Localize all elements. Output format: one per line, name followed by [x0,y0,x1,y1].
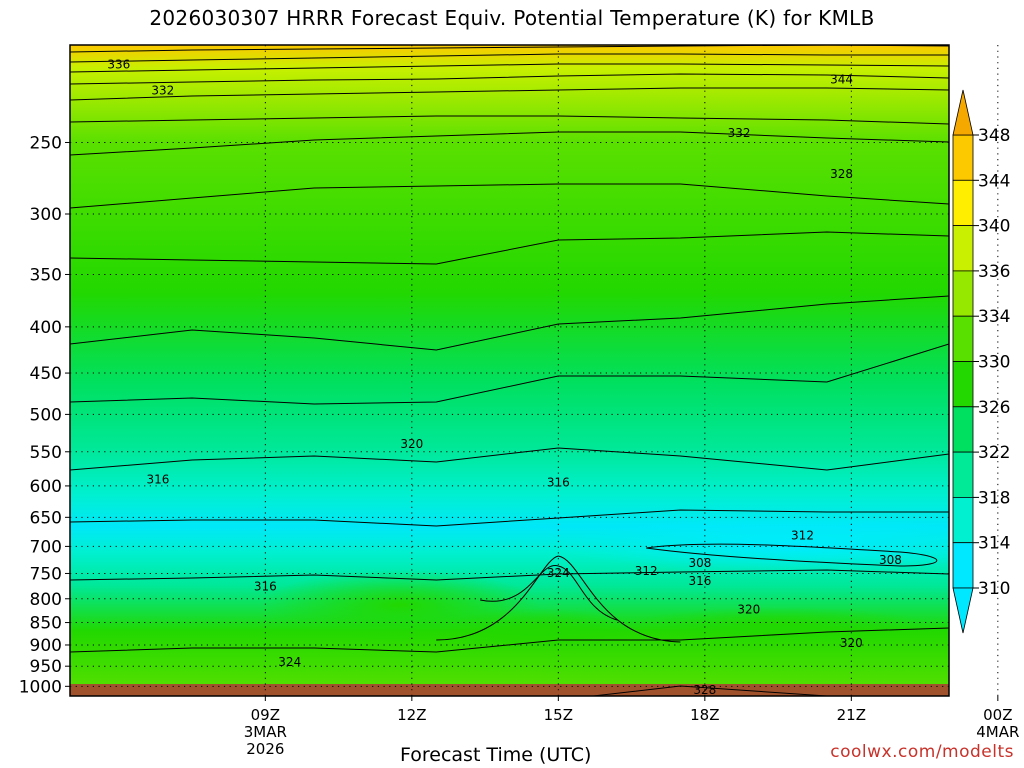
x-tick-label: 3MAR [244,723,287,741]
ground-bar [70,684,949,696]
contour-label: 308 [688,556,711,570]
contour-line [70,53,949,63]
contour-line [436,555,681,643]
theta-e-field [70,45,949,696]
contour-label: 328 [830,167,853,181]
colorbar-tick-label: 336 [978,262,1010,282]
colorbar-tick-label: 318 [978,488,1010,508]
credit-link[interactable]: coolwx.com/modelts [830,742,1014,762]
contour-line [70,131,949,156]
contour-line [70,569,949,581]
x-tick-label: 00Z [983,706,1012,724]
y-tick-label: 850 [30,614,62,634]
y-tick-label: 250 [30,133,62,153]
colorbar-tick-label: 344 [978,171,1010,191]
plot-frame [69,44,950,697]
colorbar-tick-label: 322 [978,443,1010,463]
colorbar-segment [952,406,974,453]
y-tick-label: 400 [30,318,62,338]
x-tick-label: 12Z [397,706,426,724]
contour-label: 324 [547,566,570,580]
colorbar-top-arrow [952,89,974,136]
x-tick-label: 09Z [251,706,280,724]
contour-line [70,343,949,405]
contour-label: 316 [254,579,277,593]
contour-label: 320 [400,437,423,451]
contour-line [480,565,618,621]
colorbar-tick-label: 314 [978,534,1010,554]
y-tick-label: 500 [30,405,62,425]
y-tick-label: 550 [30,443,62,463]
contour-labels: 336 332 344 332 328 320 316 316 312 308 308 312 316 3… [107,58,902,698]
x-tick-label: 2026 [246,740,284,758]
contour-label: 320 [737,602,760,616]
colorbar-segment [952,225,974,272]
x-axis-label: Forecast Time (UTC) [400,744,592,766]
y-axis: 2503003504004505005506006507007508008509… [19,133,70,697]
contour-label: 332 [151,84,174,98]
x-tick-label: 4MAR [976,723,1019,741]
x-tick-label: 18Z [690,706,719,724]
colorbar-segment [952,542,974,589]
contour-label: 312 [791,529,814,543]
contour-line [70,73,949,85]
colorbar-tick-label: 340 [978,217,1010,237]
y-tick-label: 900 [30,636,62,656]
contour-label: 328 [693,683,716,697]
contour-label: 312 [635,564,658,578]
colorbar-tick-label: 326 [978,398,1010,418]
contour-line [588,685,843,696]
contour-label: 332 [728,126,751,140]
contour-line [70,627,949,653]
contour-label: 324 [278,655,301,669]
contour-line [70,231,949,265]
colorbar: 348 344 340 336 334 330 326 322 318 314 310 [952,89,1010,634]
y-tick-label: 1000 [19,677,62,697]
y-tick-label: 350 [30,265,62,285]
y-tick-label: 650 [30,508,62,528]
colorbar-segment [952,134,974,181]
contour-line [70,295,949,351]
colorbar-tick-label: 334 [978,307,1010,327]
contour-line [70,115,949,125]
contour-label: 336 [107,58,130,72]
x-tick-label: 21Z [837,706,866,724]
colorbar-segment [952,270,974,317]
contour-line [70,87,949,101]
colorbar-segment [952,496,974,544]
colorbar-tick-label: 310 [978,579,1010,599]
contour-lines [70,45,949,696]
contour-line [70,183,949,209]
y-tick-label: 750 [30,564,62,584]
x-tick-label: 15Z [544,706,573,724]
y-tick-label: 800 [30,590,62,610]
contour-line [70,509,949,527]
contour-line [646,543,937,567]
colorbar-segment [952,179,974,227]
y-tick-label: 300 [30,205,62,225]
chart-title: 2026030307 HRRR Forecast Equiv. Potentia… [149,6,875,30]
y-tick-label: 450 [30,364,62,384]
y-tick-label: 600 [30,477,62,497]
colorbar-tick-label: 348 [978,126,1010,146]
y-tick-label: 700 [30,537,62,557]
contour-label: 316 [688,574,711,588]
contour-label: 320 [840,636,863,650]
contour-line [70,63,949,73]
y-tick-label: 950 [30,657,62,677]
colorbar-segment [952,451,974,498]
contour-line [70,447,949,471]
contour-label: 316 [146,472,169,486]
colorbar-bottom-arrow [952,587,974,634]
colorbar-segment [952,361,974,408]
colorbar-tick-label: 330 [978,353,1010,373]
contour-label: 308 [879,553,902,567]
contour-label: 316 [547,476,570,490]
colorbar-segment [952,315,974,362]
contour-label: 344 [830,73,853,87]
